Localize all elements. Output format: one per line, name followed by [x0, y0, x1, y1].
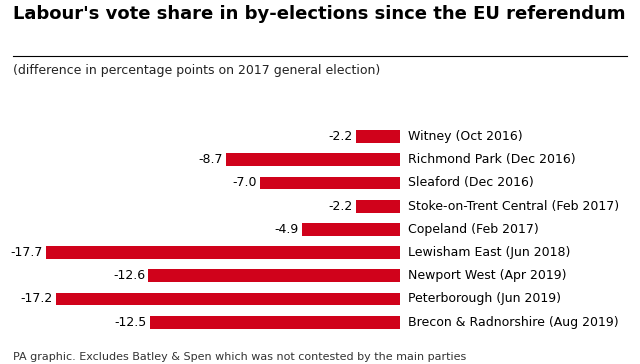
Text: -17.2: -17.2: [20, 292, 53, 305]
Bar: [148, 269, 400, 282]
Bar: [150, 316, 400, 328]
Text: -8.7: -8.7: [198, 153, 223, 166]
Text: -2.2: -2.2: [329, 199, 353, 213]
Bar: [302, 223, 400, 236]
Bar: [260, 177, 400, 189]
Text: Copeland (Feb 2017): Copeland (Feb 2017): [408, 223, 539, 236]
Bar: [226, 153, 400, 166]
Bar: [356, 200, 400, 213]
Text: PA graphic. Excludes Batley & Spen which was not contested by the main parties: PA graphic. Excludes Batley & Spen which…: [13, 352, 466, 362]
Bar: [46, 246, 400, 259]
Text: Witney (Oct 2016): Witney (Oct 2016): [408, 130, 523, 143]
Text: Sleaford (Dec 2016): Sleaford (Dec 2016): [408, 177, 534, 189]
Bar: [356, 130, 400, 143]
Text: Labour's vote share in by-elections since the EU referendum: Labour's vote share in by-elections sinc…: [13, 5, 625, 23]
Text: -12.6: -12.6: [113, 269, 145, 282]
Text: -2.2: -2.2: [329, 130, 353, 143]
Text: -4.9: -4.9: [275, 223, 299, 236]
Bar: [56, 293, 400, 305]
Text: Richmond Park (Dec 2016): Richmond Park (Dec 2016): [408, 153, 575, 166]
Text: Brecon & Radnorshire (Aug 2019): Brecon & Radnorshire (Aug 2019): [408, 316, 619, 329]
Text: (difference in percentage points on 2017 general election): (difference in percentage points on 2017…: [13, 64, 380, 77]
Text: -12.5: -12.5: [115, 316, 147, 329]
Text: Newport West (Apr 2019): Newport West (Apr 2019): [408, 269, 566, 282]
Text: Lewisham East (Jun 2018): Lewisham East (Jun 2018): [408, 246, 570, 259]
Text: Peterborough (Jun 2019): Peterborough (Jun 2019): [408, 292, 561, 305]
Text: Stoke-on-Trent Central (Feb 2017): Stoke-on-Trent Central (Feb 2017): [408, 199, 619, 213]
Text: -7.0: -7.0: [232, 177, 257, 189]
Text: -17.7: -17.7: [11, 246, 43, 259]
